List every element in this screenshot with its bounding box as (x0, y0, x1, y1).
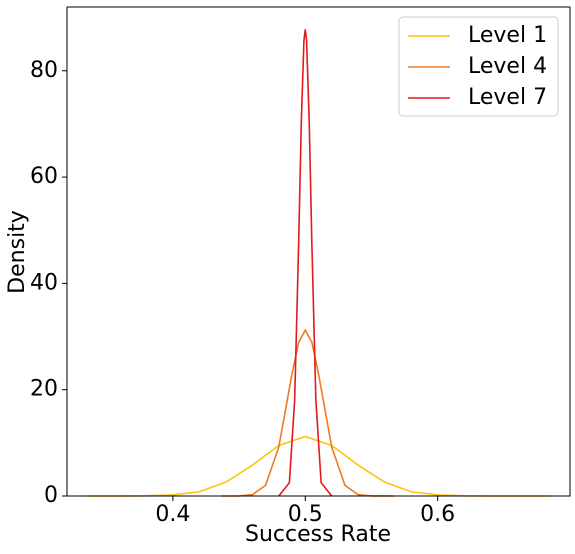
x-tick-label: 0.5 (288, 502, 323, 527)
y-tick-label: 40 (30, 270, 58, 295)
x-tick-label: 0.6 (420, 502, 455, 527)
y-tick-label: 60 (30, 164, 58, 189)
y-tick-label: 80 (30, 58, 58, 83)
y-tick-label: 0 (44, 483, 58, 508)
y-tick-label: 20 (30, 377, 58, 402)
plot-frame (66, 6, 571, 497)
density-line (221, 328, 394, 497)
x-tick-label: 0.4 (155, 502, 190, 527)
x-axis-label: Success Rate (245, 522, 391, 547)
legend-label: Level 4 (468, 54, 547, 79)
legend-box (398, 16, 559, 117)
legend-label: Level 7 (468, 85, 547, 110)
y-axis-label: Density (5, 210, 30, 294)
legend-label: Level 1 (468, 23, 547, 48)
density-line (278, 29, 333, 497)
